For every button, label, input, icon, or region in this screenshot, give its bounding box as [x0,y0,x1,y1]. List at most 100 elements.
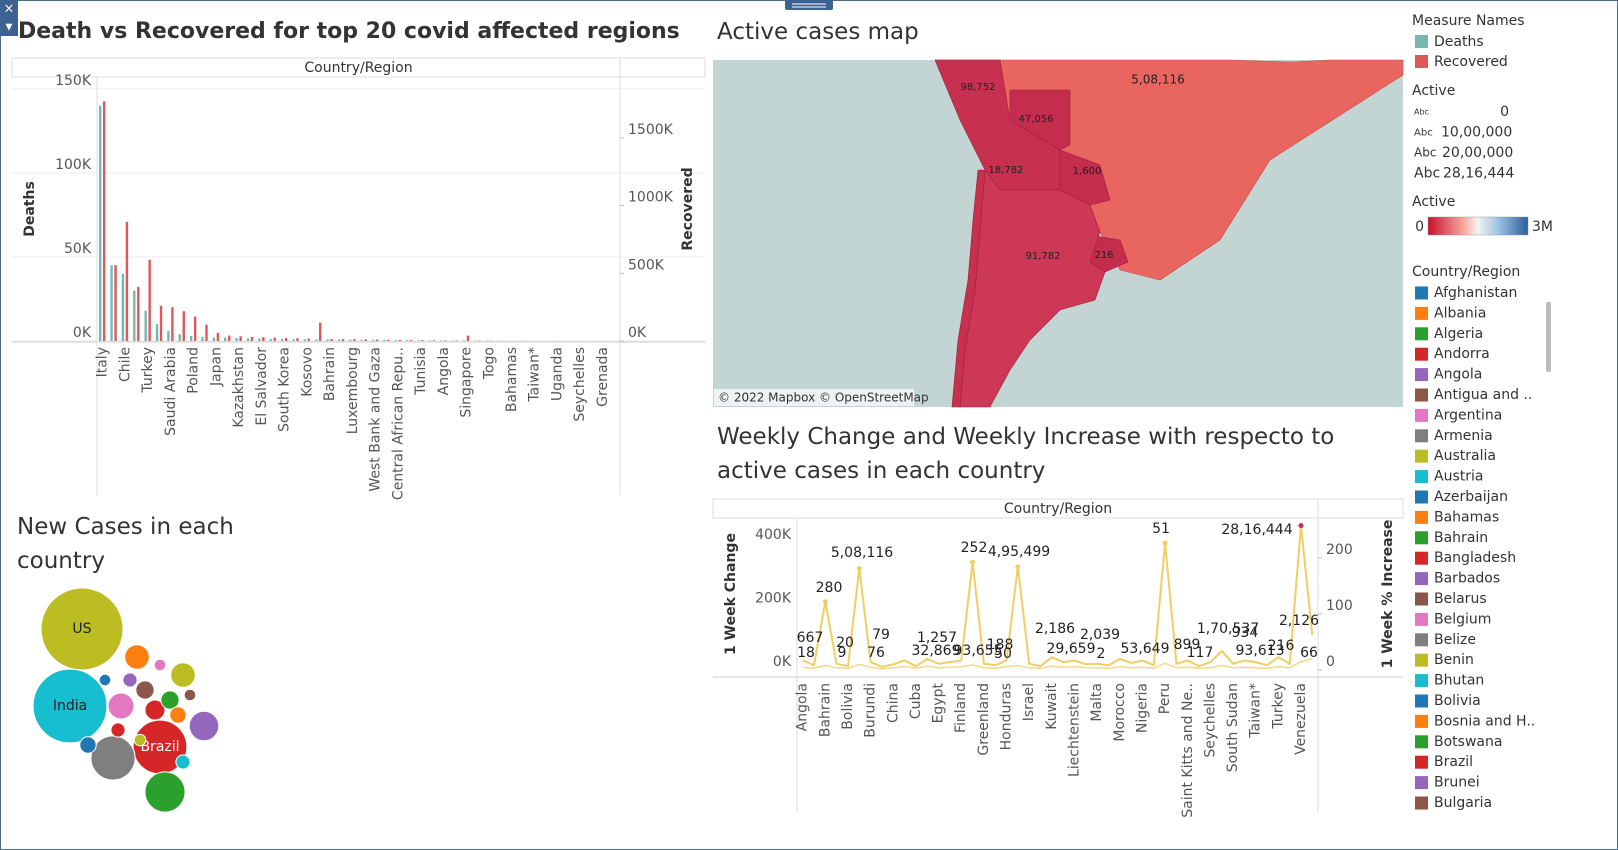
annotation: 280 [816,580,843,596]
annotation: 28,16,444 [1221,522,1292,538]
bar [326,339,329,341]
legend-swatch [1415,714,1428,728]
x-tick-label: Turkey [140,347,156,394]
annotation: 5,08,116 [831,545,893,561]
legend-label: Bhutan [1434,673,1484,689]
x-tick-label: South Sudan [1225,683,1241,772]
y2-tick-label: 500K [628,257,665,273]
annotation: 66 [1300,645,1318,661]
close-icon[interactable]: × [4,2,15,17]
legend-label: Azerbaijan [1434,489,1508,505]
bubble [135,680,155,700]
bar [201,336,204,341]
bar [133,290,136,341]
annotation: 117 [1187,645,1214,661]
legend-label: Benin [1434,652,1474,668]
legend-swatch [1415,429,1428,443]
legend-swatch [1415,653,1428,667]
peak-point [970,559,976,565]
legend-label: Recovered [1434,54,1508,70]
legend-label: Armenia [1434,428,1493,444]
bar [428,340,432,341]
bar [337,339,341,341]
legend-swatch [1415,674,1428,688]
y-axis-title: 1 Week Change [723,533,739,655]
bar [98,105,102,341]
bar [417,340,420,341]
annotation: 93,655 [954,643,1003,659]
annotation: 4,95,499 [988,544,1050,560]
annotation: 93,613 [1236,643,1285,659]
annotation: 2 [1097,646,1106,662]
x-tick-label: Kosovo [299,347,315,397]
x-tick-label: Bahrain [817,683,833,737]
bar [224,337,227,341]
x-tick-label: Angola [436,347,452,395]
line-title: Weekly Change and Weekly Increase with r… [717,424,1335,484]
legend-swatch [1415,327,1428,341]
bubble [90,735,136,781]
bubble [144,699,166,721]
y2-tick-label: 1500K [628,122,674,138]
x-tick-label: Nigeria [1134,683,1150,733]
legend-label: Bosnia and H.. [1434,713,1535,729]
ramp-min: 0 [1415,219,1424,235]
drag-handle[interactable] [785,0,833,10]
annotation: 188 [987,637,1014,653]
legend-title: Measure Names [1412,13,1525,29]
legend-label: Bolivia [1434,693,1481,709]
bubble [169,706,187,724]
bar [250,336,254,341]
legend-label: Belarus [1434,591,1487,607]
legend-label: Brunei [1434,775,1480,791]
bar [102,101,106,341]
bar [292,339,295,341]
legend-label: Bahamas [1434,509,1499,525]
annotation: 2,126 [1279,613,1319,629]
bar [178,334,181,341]
bar [235,337,238,341]
dropdown-icon[interactable]: ▼ [6,23,13,33]
bar [110,265,113,341]
bubble [133,733,147,747]
legend-label: Albania [1434,305,1486,321]
x-tick-label: Bahrain [322,347,338,401]
bar [296,338,299,341]
legend-label: Afghanistan [1434,285,1517,301]
x-tick-label: Saudi Arabia [163,347,179,436]
bar [246,338,250,341]
annotation: 9 [838,645,847,661]
bar [421,340,424,341]
x-tick-label: Italy [95,347,111,377]
annotation: 29,659 [1047,641,1096,657]
x-tick-label: Taiwan* [1248,683,1264,739]
bar [455,340,458,341]
bar [462,340,466,341]
x-tick-label: Kuwait [1044,682,1060,729]
map-label: 5,08,116 [1131,73,1184,87]
x-tick-label: China [885,683,901,723]
size-symbol: Abc [1414,146,1436,160]
x-tick-label: Peru [1157,683,1173,714]
y-tick-label: 200K [755,591,792,607]
y-tick-label: 100K [55,157,92,173]
legend-swatch [1415,347,1428,361]
bar [167,330,170,341]
size-label: 0 [1500,104,1509,120]
attribution-bg [714,389,914,406]
legend-label: Botswana [1434,734,1502,750]
bar [262,337,265,341]
menu-toggle[interactable] [0,0,18,36]
x-tick-label: Finland [953,683,969,733]
x-tick-label: El Salvador [254,347,270,426]
map-label: 47,056 [1019,114,1054,125]
annotation: 53,649 [1121,641,1170,657]
scrollbar[interactable] [1546,302,1551,372]
legend-label: Belize [1434,632,1476,648]
legend-title: Active [1412,194,1455,210]
x-tick-label: Greenland [976,683,992,756]
x-tick-label: Seychelles [572,347,588,422]
size-symbol: Abc [1414,166,1440,182]
size-symbol: Abc [1414,128,1433,139]
legend-swatch [1415,470,1428,484]
